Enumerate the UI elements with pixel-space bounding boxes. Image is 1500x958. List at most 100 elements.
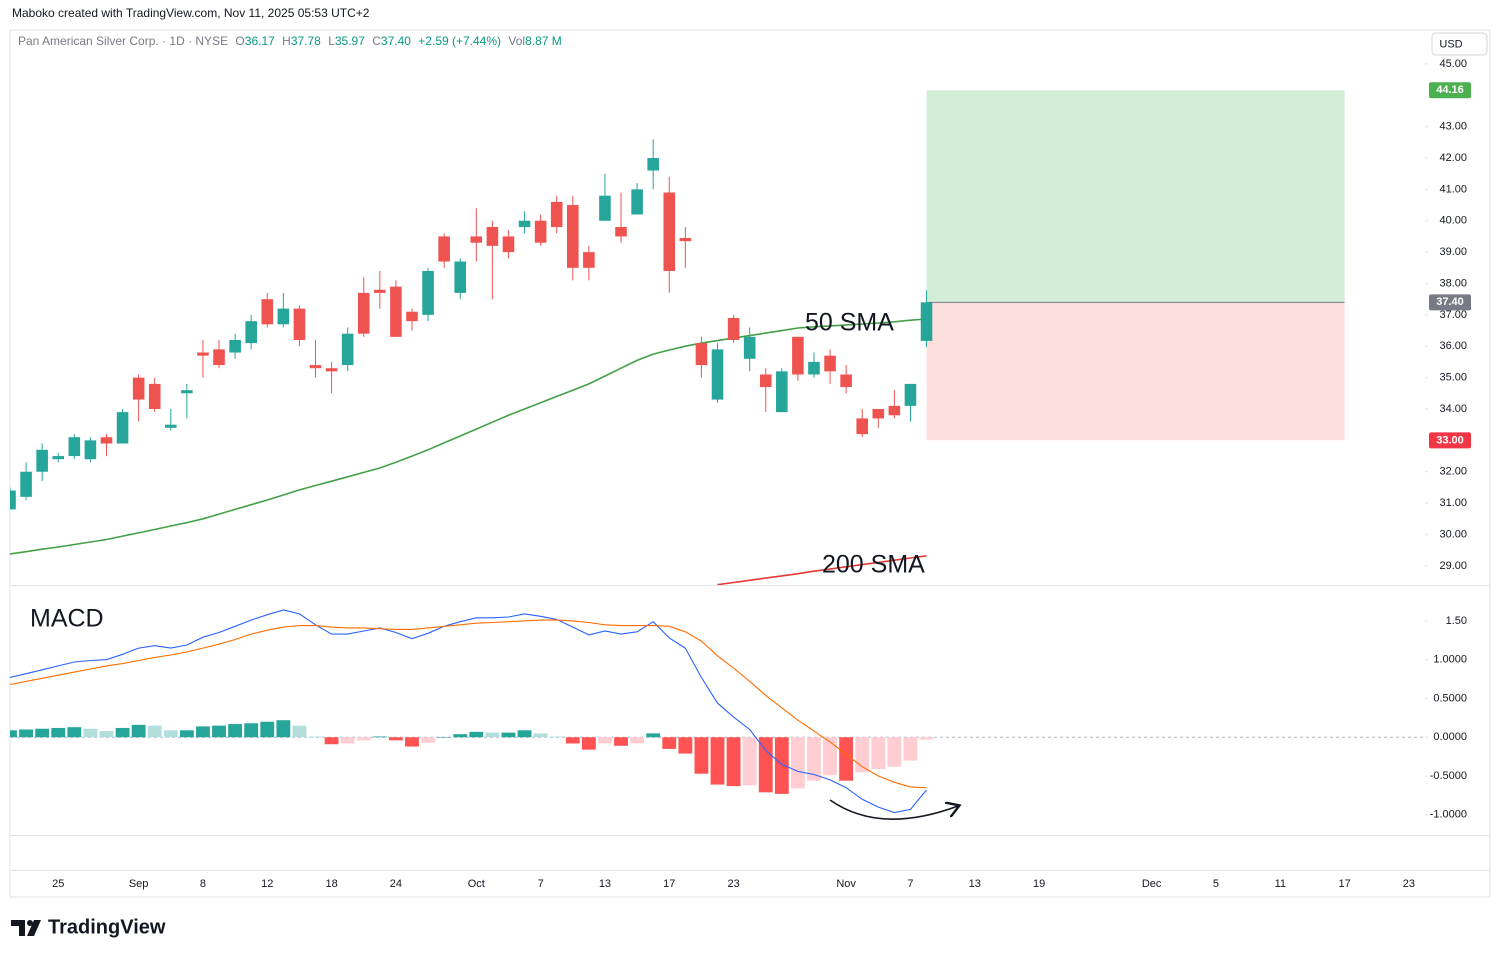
candle-body xyxy=(615,227,627,237)
line-series xyxy=(10,609,927,814)
candle-body xyxy=(840,374,852,388)
candle-body xyxy=(808,361,820,375)
x-tick-label: 23 xyxy=(727,878,739,890)
macd-pane xyxy=(10,609,1425,814)
candle-body xyxy=(647,158,659,171)
histogram-bar xyxy=(388,737,403,741)
candle-body xyxy=(84,440,97,460)
line-series xyxy=(717,555,927,585)
candle-body xyxy=(727,318,740,340)
histogram-bar xyxy=(694,737,709,774)
x-tick-label: 24 xyxy=(390,878,402,890)
histogram-bar xyxy=(51,727,66,738)
histogram-bar xyxy=(581,737,596,750)
candle-body xyxy=(293,308,306,340)
candle-body xyxy=(68,437,81,457)
high-label: H xyxy=(282,34,291,48)
histogram-bar xyxy=(630,737,645,744)
candle-body xyxy=(277,308,290,325)
histogram-bar xyxy=(260,721,275,738)
histogram-bar xyxy=(598,737,612,744)
histogram-bar xyxy=(839,737,854,781)
candle-body xyxy=(390,286,402,337)
y-tick-label: 39.00 xyxy=(1439,246,1467,258)
y-tick-label: 43.00 xyxy=(1439,121,1467,133)
price-label: 44.16 xyxy=(1436,84,1464,96)
histogram-bar xyxy=(196,726,210,738)
x-tick-label: 13 xyxy=(969,878,981,890)
candle-body xyxy=(679,238,692,242)
close-value: 37.40 xyxy=(381,34,411,48)
x-tick-label: 5 xyxy=(1213,878,1219,890)
x-tick-label: 17 xyxy=(1338,878,1350,890)
histogram-bar xyxy=(710,737,725,785)
candle-body xyxy=(357,292,370,334)
logo-shape xyxy=(27,920,41,936)
candle-body xyxy=(824,355,836,372)
candle-body xyxy=(309,365,322,369)
candle-body xyxy=(132,377,145,400)
candle-body xyxy=(165,424,177,428)
histogram-bar xyxy=(421,737,435,743)
legend-line: Pan American Silver Corp. · 1D · NYSE O3… xyxy=(18,34,562,48)
candle-body xyxy=(631,189,643,215)
histogram-bar xyxy=(517,730,532,738)
open-value: 36.17 xyxy=(245,34,275,48)
y-tick-label: -0.5000 xyxy=(1430,770,1467,782)
x-tick-label: 12 xyxy=(261,878,273,890)
candle-body xyxy=(695,343,708,366)
candle-body xyxy=(341,333,354,366)
candle-body xyxy=(181,390,193,394)
histogram-bar xyxy=(67,727,82,738)
currency[interactable]: USD xyxy=(1439,38,1462,50)
candle-body xyxy=(663,192,676,271)
y-tick-label: 32.00 xyxy=(1439,466,1467,478)
line-series xyxy=(10,318,927,555)
candle-body xyxy=(856,418,869,435)
y-tick-label: 0.5000 xyxy=(1433,692,1467,704)
histogram-bar xyxy=(324,737,339,745)
price-pane xyxy=(10,90,1345,585)
candle-body xyxy=(245,321,257,344)
x-tick-label: 13 xyxy=(599,878,611,890)
axes: 25 Sep 8 12 18 24 Oct 7 13 17 23 Nov 7 13 19 Dec 5 11 17 23… xyxy=(52,58,1471,890)
histogram-bar xyxy=(887,737,902,767)
candle-body xyxy=(325,368,338,372)
histogram-bar xyxy=(871,737,886,770)
histogram-bar xyxy=(179,730,194,738)
candle-body xyxy=(52,456,65,460)
candle-body xyxy=(261,299,274,325)
y-tick-label: 36.00 xyxy=(1439,340,1467,352)
histogram-bar xyxy=(807,737,821,781)
histogram-bar xyxy=(758,737,773,793)
y-tick-label: 1.50 xyxy=(1446,615,1467,627)
histogram-bar xyxy=(356,737,371,741)
x-tick-label: 18 xyxy=(325,878,337,890)
candle-body xyxy=(792,336,804,375)
candle-body xyxy=(904,383,917,406)
annotation-200-sma: 200 SMA xyxy=(822,551,925,579)
y-tick-label: 45.00 xyxy=(1439,58,1467,70)
low-label: L xyxy=(328,34,335,48)
histogram-bar xyxy=(742,737,757,786)
x-tick-label: 23 xyxy=(1403,878,1415,890)
histogram-bar xyxy=(790,737,805,789)
brand: TradingView xyxy=(48,916,166,938)
x-tick-label: 8 xyxy=(200,878,206,890)
candle-body xyxy=(20,471,32,497)
x-tick-label: 11 xyxy=(1275,878,1286,890)
logo-shape xyxy=(27,920,33,926)
x-tick-label: Dec xyxy=(1142,878,1162,890)
brand-logo xyxy=(11,920,41,936)
volume-value: 8.87 M xyxy=(525,34,562,48)
histogram-bar xyxy=(83,728,98,738)
histogram-bar xyxy=(147,725,162,738)
histogram-bar xyxy=(678,737,693,754)
candle-body xyxy=(566,205,579,268)
candle-body xyxy=(486,227,499,246)
candle-body xyxy=(888,405,901,416)
currency-button[interactable] xyxy=(1431,32,1488,56)
candle-body xyxy=(100,437,113,444)
